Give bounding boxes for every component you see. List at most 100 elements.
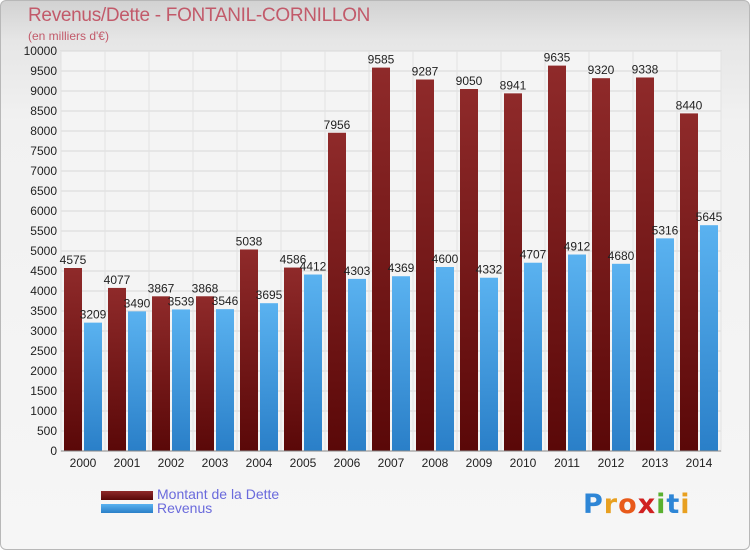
- bar-revenus-2010: [524, 262, 542, 451]
- bar-dette-2004: [240, 249, 258, 451]
- x-tick-label: 2006: [334, 456, 361, 470]
- y-tick-label: 4000: [30, 284, 57, 298]
- x-tick-label: 2003: [202, 456, 229, 470]
- x-tick-label: 2005: [290, 456, 317, 470]
- y-tick-label: 1000: [30, 404, 57, 418]
- x-tick-label: 2011: [554, 456, 580, 470]
- y-tick-label: 5500: [30, 224, 57, 238]
- bar-dette-2006: [328, 132, 346, 451]
- y-tick-label: 500: [37, 424, 57, 438]
- data-label-revenus: 4369: [388, 261, 415, 275]
- logo-letter: i: [656, 489, 667, 520]
- y-tick-label: 8500: [30, 104, 57, 118]
- bar-revenus-2011: [568, 254, 586, 451]
- bar-dette-2005: [284, 267, 302, 451]
- x-tick-label: 2013: [642, 456, 669, 470]
- y-tick-label: 0: [50, 444, 57, 458]
- y-tick-label: 2000: [30, 364, 57, 378]
- proxiti-logo: Proxiti: [583, 489, 691, 520]
- data-label-dette: 5038: [236, 234, 263, 248]
- y-tick-label: 2500: [30, 344, 57, 358]
- x-tick-label: 2012: [598, 456, 625, 470]
- data-label-dette: 4575: [60, 253, 87, 267]
- data-label-revenus: 4600: [432, 252, 459, 266]
- bar-revenus-2012: [612, 263, 630, 451]
- data-label-dette: 9287: [412, 65, 439, 79]
- data-label-revenus: 3539: [168, 294, 195, 308]
- data-label-dette: 4077: [104, 273, 131, 287]
- y-tick-label: 10000: [24, 44, 58, 58]
- data-label-revenus: 3695: [256, 288, 283, 302]
- data-label-dette: 9050: [456, 74, 483, 88]
- data-label-revenus: 3546: [212, 294, 239, 308]
- x-tick-label: 2014: [686, 456, 713, 470]
- bar-revenus-2009: [480, 277, 498, 451]
- y-tick-label: 8000: [30, 124, 57, 138]
- data-label-revenus: 5645: [696, 210, 723, 224]
- data-label-revenus: 4412: [300, 260, 327, 274]
- y-tick-label: 9000: [30, 84, 57, 98]
- bar-dette-2000: [64, 268, 82, 451]
- bar-dette-2012: [592, 78, 610, 451]
- data-label-dette: 8440: [676, 98, 703, 112]
- bar-dette-2008: [416, 79, 434, 452]
- data-label-dette: 4586: [280, 253, 307, 267]
- data-label-revenus: 3490: [124, 296, 151, 310]
- logo-letter: t: [666, 489, 681, 520]
- data-label-revenus: 4707: [520, 248, 547, 262]
- x-tick-label: 2009: [466, 456, 493, 470]
- legend-swatch-dette: [101, 491, 153, 500]
- bar-revenus-2004: [260, 303, 278, 451]
- data-label-dette: 9635: [544, 51, 571, 65]
- data-label-revenus: 4303: [344, 264, 371, 278]
- y-tick-label: 1500: [30, 384, 57, 398]
- logo-letter: x: [637, 489, 657, 520]
- data-label-revenus: 5316: [652, 223, 679, 237]
- bar-revenus-2003: [216, 309, 234, 451]
- x-tick-label: 2008: [422, 456, 449, 470]
- y-tick-label: 7000: [30, 164, 57, 178]
- legend-swatch-revenus: [101, 504, 153, 513]
- y-tick-label: 4500: [30, 264, 57, 278]
- logo-letter: i: [680, 489, 691, 520]
- bar-revenus-2001: [128, 311, 146, 451]
- y-tick-label: 3500: [30, 304, 57, 318]
- bar-dette-2011: [548, 65, 566, 451]
- data-label-revenus: 4912: [564, 240, 591, 254]
- data-label-dette: 9320: [588, 63, 615, 77]
- bar-revenus-2006: [348, 278, 366, 451]
- data-label-dette: 9338: [632, 62, 659, 76]
- bar-dette-2002: [152, 296, 170, 451]
- y-tick-label: 6000: [30, 204, 57, 218]
- logo-letter: r: [603, 489, 619, 520]
- bar-dette-2007: [372, 67, 390, 451]
- legend-label-revenus: Revenus: [157, 500, 213, 516]
- bar-dette-2009: [460, 89, 478, 451]
- data-label-revenus: 4332: [476, 263, 503, 277]
- data-label-dette: 3867: [148, 281, 175, 295]
- bar-revenus-2002: [172, 309, 190, 451]
- x-tick-label: 2002: [158, 456, 185, 470]
- y-tick-label: 6500: [30, 184, 57, 198]
- bar-dette-2010: [504, 93, 522, 452]
- y-tick-label: 7500: [30, 144, 57, 158]
- legend-label-dette: Montant de la Dette: [157, 486, 280, 502]
- bar-dette-2013: [636, 77, 654, 451]
- x-tick-label: 2004: [246, 456, 273, 470]
- bar-revenus-2005: [304, 274, 322, 451]
- bar-revenus-2014: [700, 225, 718, 451]
- bar-dette-2001: [108, 287, 126, 451]
- x-tick-label: 2001: [114, 456, 141, 470]
- bar-dette-2014: [680, 113, 698, 452]
- chart-subtitle: (en milliers d'€): [28, 29, 109, 43]
- data-label-dette: 9585: [368, 53, 395, 67]
- chart-title: Revenus/Dette - FONTANIL-CORNILLON: [28, 5, 371, 26]
- bar-dette-2003: [196, 296, 214, 451]
- data-label-dette: 3868: [192, 281, 219, 295]
- bar-revenus-2013: [656, 238, 674, 451]
- data-label-dette: 7956: [324, 118, 351, 132]
- x-tick-label: 2000: [70, 456, 97, 470]
- y-tick-label: 3000: [30, 324, 57, 338]
